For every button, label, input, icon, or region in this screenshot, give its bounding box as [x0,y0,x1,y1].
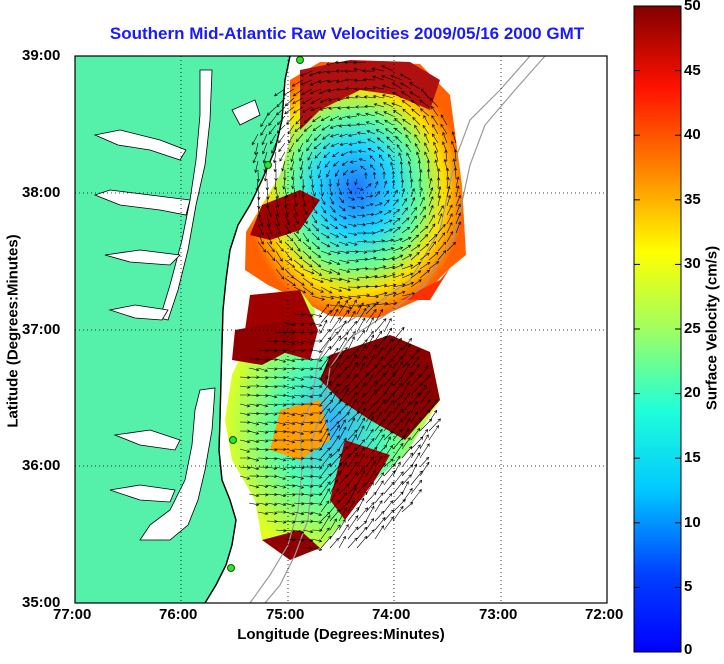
y-tick-label: 37:00 [22,321,61,338]
colorbar-tick-label: 0 [684,641,693,658]
colorbar-tick-label: 35 [684,191,701,208]
velocity-vectors [239,60,462,551]
colorbar-tick-label: 20 [684,384,701,401]
chesapeake-bay [93,69,261,321]
pamlico-sound [109,387,216,541]
radar-stations [227,56,304,572]
radar-station-marker [296,56,304,64]
radar-station-marker [227,564,235,572]
colorbar-tick-label: 50 [684,0,701,14]
colorbar-tick-label: 10 [684,514,701,531]
colorbar [633,5,682,653]
x-tick-label: 72:00 [585,606,624,623]
velocity-field-north [245,60,466,318]
y-tick-label: 36:00 [22,457,61,474]
bathymetry-contours [249,56,546,603]
map-title: Southern Mid-Atlantic Raw Velocities 200… [109,24,585,43]
x-tick-label: 75:00 [266,606,305,623]
grid-lines [75,56,607,603]
x-tick-label: 74:00 [372,606,411,623]
colorbar-tick-label: 5 [684,578,693,595]
y-tick-label: 38:00 [22,184,61,201]
y-tick-label: 35:00 [22,594,61,611]
colorbar-tick-label: 25 [684,320,701,337]
colorbar-tick-label: 30 [684,255,701,272]
x-tick-label: 73:00 [479,606,518,623]
radar-station-marker [264,161,272,169]
colorbar-tick-label: 45 [684,62,701,79]
y-tick-label: 39:00 [22,47,61,64]
colorbar-tick-label: 15 [684,449,701,466]
coastline [204,56,291,603]
colorbar-tick-label: 40 [684,126,701,143]
plot-frame [74,55,608,604]
velocity-arrow-paths [239,60,462,551]
x-tick-label: 76:00 [159,606,198,623]
colorbar-ticks [634,5,681,588]
x-tick-label: 77:00 [53,606,92,623]
radar-station-marker [229,436,237,444]
x-axis-label: Longitude (Degrees:Minutes) [237,626,445,643]
